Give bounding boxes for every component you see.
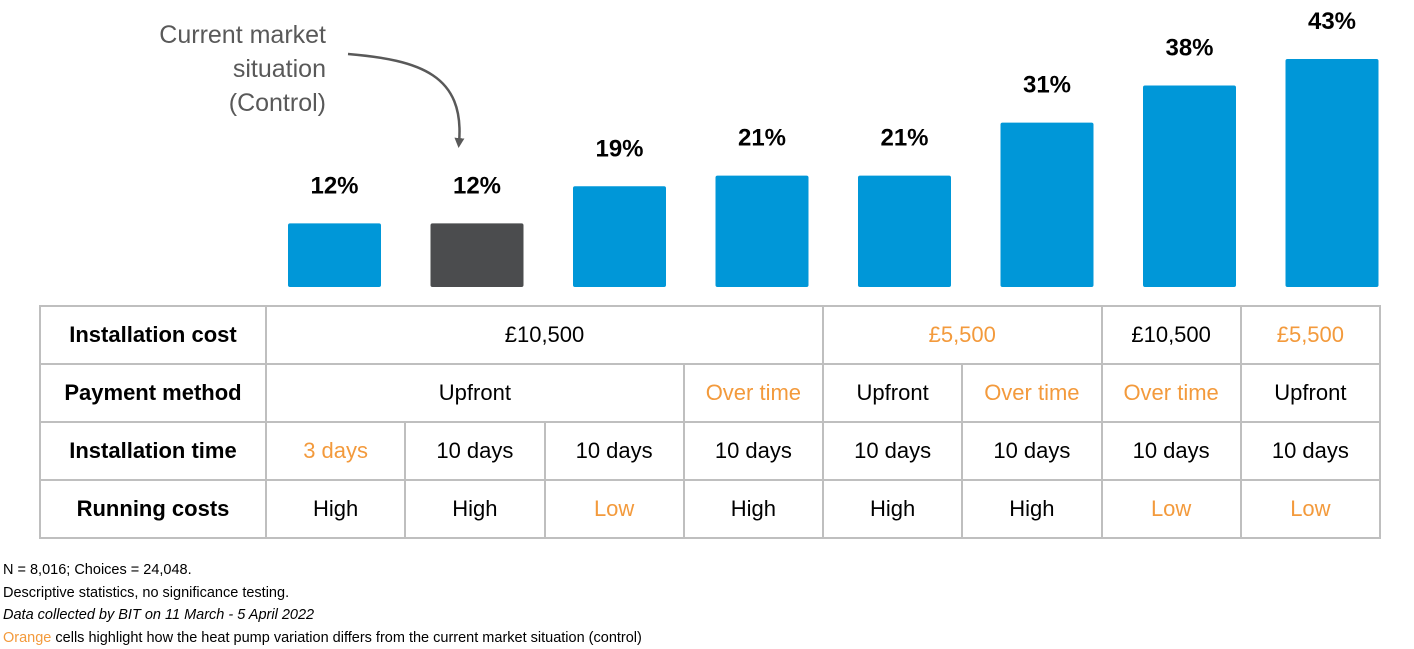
- row-header: Payment method: [39, 363, 267, 423]
- bar-6: [1000, 122, 1094, 288]
- table-cell: 10 days: [1100, 421, 1242, 481]
- table-cell-changed: 3 days: [264, 421, 407, 481]
- control-annotation: Current market situation (Control): [159, 21, 465, 148]
- bar-8: [1285, 59, 1379, 287]
- footnotes: N = 8,016; Choices = 24,048. Descriptive…: [3, 559, 642, 649]
- bar-3: [573, 186, 666, 287]
- table-row: Running costs High High Low High High High Low L…: [39, 479, 1382, 539]
- annotation-line-3: (Control): [229, 89, 326, 117]
- statistics-note: Descriptive statistics, no significance …: [3, 584, 290, 601]
- table-cell-changed: Over time: [961, 363, 1103, 423]
- row-header: Running costs: [39, 479, 267, 539]
- table-cell-changed: Over time: [1100, 363, 1242, 423]
- bar-value-label-5: 21%: [880, 125, 928, 152]
- bar-value-label-7: 38%: [1165, 35, 1213, 62]
- bar-value-label-3: 19%: [595, 135, 643, 162]
- bar-1: [288, 223, 381, 287]
- table-cell: 10 days: [543, 421, 685, 481]
- table-cell: 10 days: [1239, 421, 1382, 481]
- orange-note-text: cells highlight how the heat pump variat…: [51, 629, 642, 646]
- table-cell: High: [264, 479, 407, 539]
- bar-value-label-2: 12%: [453, 172, 501, 199]
- table-cell: High: [404, 479, 546, 539]
- bar-control: [430, 223, 524, 287]
- table-cell: High: [682, 479, 825, 539]
- table-cell: High: [961, 479, 1103, 539]
- table-cell: Upfront: [1239, 363, 1382, 423]
- bar-7: [1143, 85, 1236, 287]
- table-cell: 10 days: [821, 421, 964, 481]
- table-cell: £10,500: [1100, 305, 1242, 365]
- table-cell-changed: £5,500: [1239, 305, 1382, 365]
- orange-legend-note: Orange cells highlight how the heat pump…: [3, 627, 642, 649]
- orange-word: Orange: [3, 629, 52, 646]
- attribute-table: Installation cost £10,500 £5,500 £10,500 £5,…: [39, 305, 1382, 539]
- table-cell-changed: Low: [1100, 479, 1242, 539]
- bar-value-label-8: 43%: [1308, 8, 1356, 35]
- table-cell: Upfront: [821, 363, 964, 423]
- bar-value-label-1: 12%: [310, 172, 358, 199]
- row-header: Installation time: [39, 421, 267, 481]
- bar-5: [858, 175, 951, 287]
- row-header: Installation cost: [39, 305, 267, 365]
- table-cell-changed: £5,500: [822, 305, 1103, 365]
- bar-4: [715, 175, 809, 287]
- annotation-line-2: situation: [233, 55, 326, 83]
- table-cell: 10 days: [961, 421, 1103, 481]
- table-cell-changed: Low: [1239, 479, 1382, 539]
- bar-value-label-4: 21%: [738, 125, 786, 152]
- table-row: Payment method Upfront Over time Upfront Ove…: [39, 363, 1382, 423]
- bar-chart: 12% 12% 19% 21% 21% 31% 38% 43% Current market …: [159, 8, 1379, 288]
- table-row: Installation time 3 days 10 days 10 days 10 …: [39, 421, 1382, 481]
- table-cell: 10 days: [682, 421, 825, 481]
- annotation-arrow: [347, 52, 465, 148]
- table-cell: High: [821, 479, 964, 539]
- bar-value-label-6: 31%: [1023, 72, 1071, 99]
- sample-size-note: N = 8,016; Choices = 24,048.: [3, 562, 192, 578]
- table-cell-changed: Over time: [682, 363, 825, 423]
- table-row: Installation cost £10,500 £5,500 £10,500 £5,…: [39, 305, 1382, 365]
- table-cell: Upfront: [265, 363, 685, 423]
- table-cell-changed: Low: [543, 479, 685, 539]
- annotation-line-1: Current market: [159, 21, 326, 49]
- data-collection-note: Data collected by BIT on 11 March - 5 Ap…: [3, 607, 315, 623]
- table-cell: 10 days: [404, 421, 546, 481]
- table-cell: £10,500: [265, 305, 824, 365]
